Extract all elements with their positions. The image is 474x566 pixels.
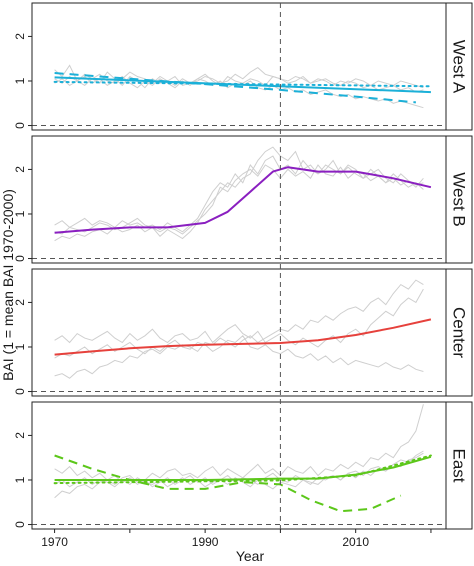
panel-center: 0 1 2 Center (13, 268, 473, 397)
x-tick-label: 1970 (41, 535, 68, 549)
y-tick-label: 0 (13, 122, 27, 129)
trend-line-dashed (54, 454, 402, 513)
site-series-line (54, 335, 424, 372)
chart-panels: 0 1 2 West A 0 1 2 West B 0 1 2 Center 0 1 2 East (13, 2, 473, 530)
y-tick-label: 2 (13, 33, 27, 40)
panel-label: West A (450, 40, 469, 94)
panel-strip (445, 268, 473, 397)
y-tick-label: 1 (13, 77, 27, 84)
panel-west-a: 0 1 2 West A (13, 2, 473, 131)
panel-background (32, 136, 446, 263)
y-axis-title: BAI (1 = mean BAI 1970-2000) (0, 189, 16, 381)
panel-west-b: 0 1 2 West B (13, 135, 473, 264)
panel-background (32, 269, 446, 396)
y-tick-label: 0 (13, 388, 27, 395)
trend-line-dashed (54, 72, 416, 104)
y-tick-label: 2 (13, 299, 27, 306)
x-tick-label: 1990 (192, 535, 219, 549)
panel-strip (445, 401, 473, 530)
panel-label: Center (450, 307, 469, 358)
y-tick-label: 0 (13, 255, 27, 262)
trend-line-dotted (53, 80, 432, 88)
panel-background (32, 3, 446, 130)
x-tick-label: 2010 (342, 535, 369, 549)
y-tick-label: 1 (13, 343, 27, 350)
trend-line-solid (54, 318, 432, 356)
panel-east: 0 1 2 East (13, 401, 473, 530)
panel-strip (445, 2, 473, 131)
x-axis: 1970 1990 2010 (41, 529, 432, 549)
trend-line-dotted (53, 454, 432, 485)
y-tick-label: 2 (13, 166, 27, 173)
trend-line-solid (54, 455, 432, 481)
panel-background (32, 402, 446, 529)
trend-line-solid (54, 166, 432, 234)
panel-strip (445, 135, 473, 264)
panel-label: West B (450, 172, 469, 226)
y-tick-label: 0 (13, 521, 27, 528)
y-tick-label: 2 (13, 432, 27, 439)
y-tick-label: 1 (13, 210, 27, 217)
panel-label: East (450, 448, 469, 482)
y-tick-label: 1 (13, 476, 27, 483)
x-axis-title: Year (236, 548, 265, 564)
